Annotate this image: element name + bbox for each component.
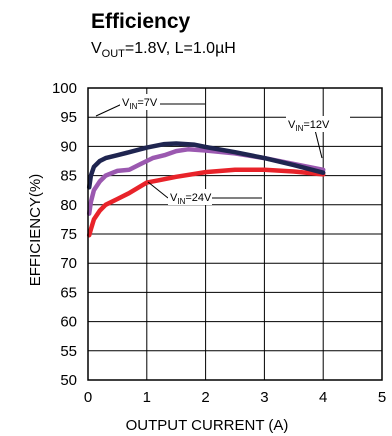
annotation-value: =7V [137, 97, 158, 109]
x-axis-label: OUTPUT CURRENT (A) [126, 417, 289, 434]
annotation-value: =12V [303, 119, 330, 131]
y-tick-label: 65 [60, 284, 77, 301]
plot-border [87, 87, 383, 381]
y-tick-label: 85 [60, 168, 77, 185]
series-annotation: VIN=7V [122, 97, 158, 111]
annotation-subscript: IN [295, 124, 303, 133]
series-line [86, 167, 326, 238]
y-tick-label: 80 [60, 197, 77, 214]
y-tick-label: 55 [60, 343, 77, 360]
annotation-value: =24V [185, 192, 212, 204]
subtitle-v: V [91, 40, 102, 57]
y-tick-label: 100 [52, 80, 77, 97]
series-layer [86, 141, 326, 238]
series-line [86, 141, 326, 190]
x-tick-labels: 0 1 2 3 4 5 [84, 389, 386, 406]
x-tick-label: 4 [319, 389, 327, 406]
x-tick-label: 5 [378, 389, 386, 406]
annotation-main: V [170, 192, 178, 204]
x-tick-label: 2 [201, 389, 209, 406]
y-tick-label: 60 [60, 314, 77, 331]
plot-frame [87, 87, 383, 381]
subtitle-out-subscript: OUT [102, 48, 126, 60]
y-tick-label: 50 [60, 372, 77, 389]
y-tick-label: 75 [60, 226, 77, 243]
y-tick-label: 95 [60, 109, 77, 126]
x-tick-label: 0 [84, 389, 92, 406]
y-tick-label: 90 [60, 138, 77, 155]
annotation-leader [314, 129, 323, 159]
annotation-subscript: IN [177, 197, 185, 206]
y-tick-label: 70 [60, 255, 77, 272]
annotation-bg [120, 94, 160, 110]
annotation-main: V [288, 119, 296, 131]
annotation-bg [168, 189, 212, 205]
x-tick-label: 3 [260, 389, 268, 406]
annotation-main: V [122, 97, 130, 109]
series-annotation: VIN=12V [288, 119, 330, 133]
annotation-leader [95, 103, 123, 117]
annotation-bg [286, 116, 350, 132]
y-axis-label: EFFICIENCY(%) [27, 174, 44, 287]
y-tick-labels: 50 55 60 65 70 75 80 85 90 95 100 [52, 80, 77, 389]
annotation-subscript: IN [129, 102, 137, 111]
x-tick-label: 1 [143, 389, 151, 406]
chart-title: Efficiency [91, 10, 191, 33]
annotation-leader [147, 181, 169, 199]
series-annotation: VIN=24V [170, 192, 212, 206]
subtitle-rest: =1.8V, L=1.0µH [125, 40, 236, 57]
chart-subtitle: VOUT=1.8V, L=1.0µH [91, 40, 236, 60]
